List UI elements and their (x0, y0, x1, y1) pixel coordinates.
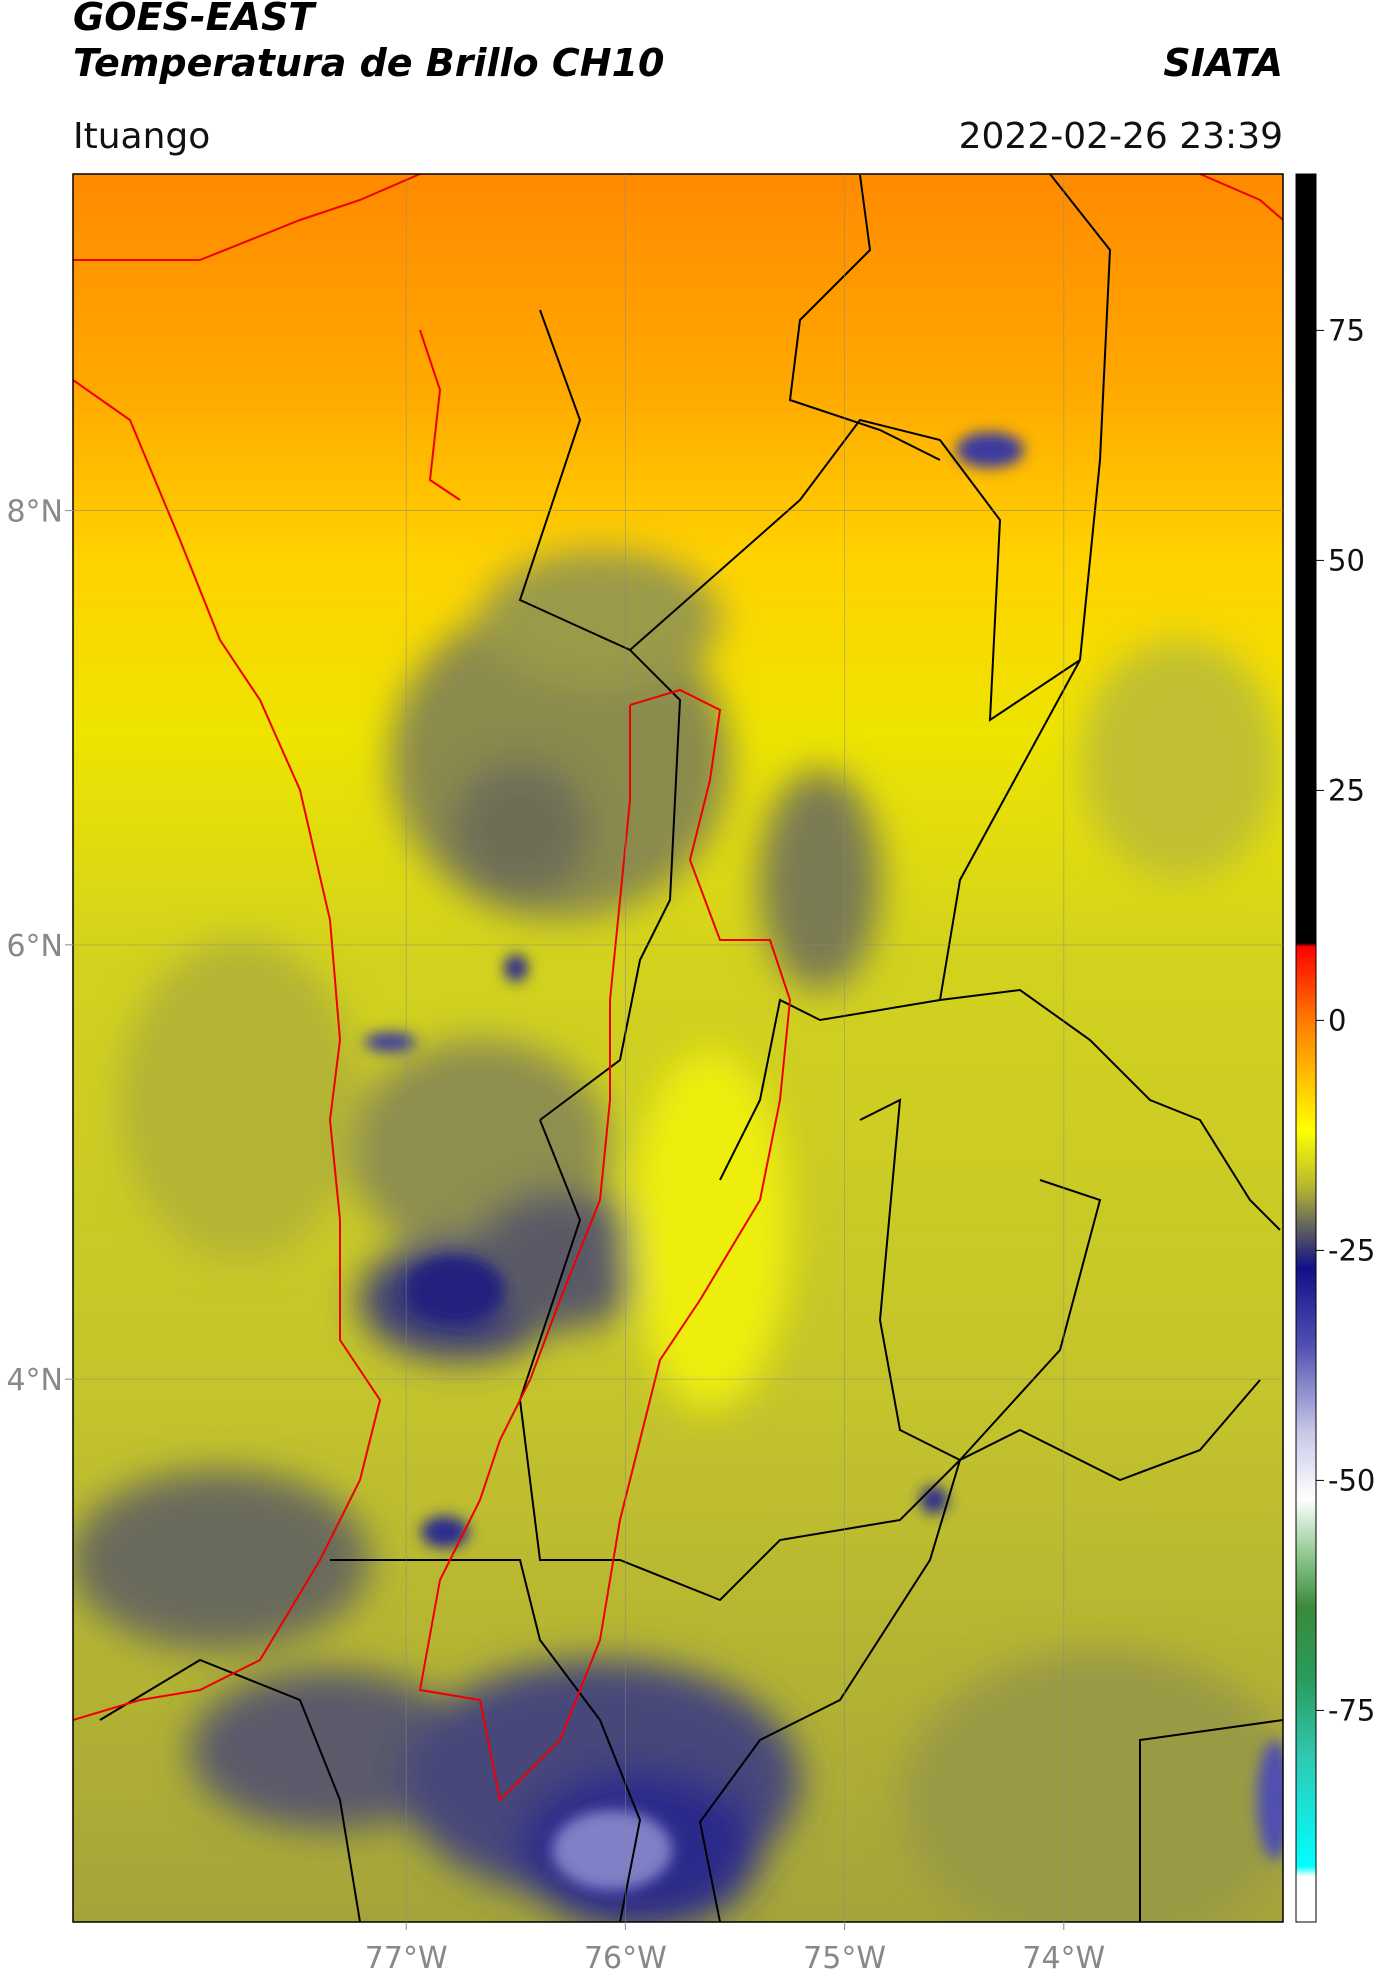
borders (99, 174, 1283, 1922)
colorbar-tick-label: 50 (1328, 543, 1365, 577)
y-tick-label: 4°N (6, 1363, 63, 1398)
colorbar-tick-label: -25 (1328, 1233, 1375, 1267)
x-tick-label: 76°W (584, 1941, 667, 1976)
y-tick-label: 6°N (6, 929, 63, 964)
coastline-and-basin (73, 174, 1283, 1803)
y-tick-label: 8°N (6, 495, 63, 530)
title: GOES-EAST (73, 0, 317, 39)
colorbar-tick-label: -75 (1328, 1693, 1375, 1727)
location: Ituango (73, 116, 210, 157)
colorbar-tick-label: 75 (1328, 313, 1365, 347)
colorbar-tick-label: -50 (1328, 1463, 1375, 1497)
colorbar-tick-label: 0 (1328, 1003, 1346, 1037)
datetime: 2022-02-26 23:39 (959, 116, 1283, 157)
x-tick-label: 75°W (803, 1941, 886, 1976)
cloud-field (73, 550, 1283, 1922)
agency: SIATA (1163, 41, 1283, 85)
cold-cores (364, 432, 1283, 1890)
subtitle: Temperatura de Brillo CH10 (73, 41, 664, 85)
colorbar (1295, 173, 1317, 1923)
x-tick-label: 74°W (1022, 1941, 1105, 1976)
x-tick-label: 77°W (365, 1941, 448, 1976)
map-frame (72, 173, 1284, 1923)
map (73, 174, 1283, 1922)
colorbar-tick-label: 25 (1328, 773, 1365, 807)
